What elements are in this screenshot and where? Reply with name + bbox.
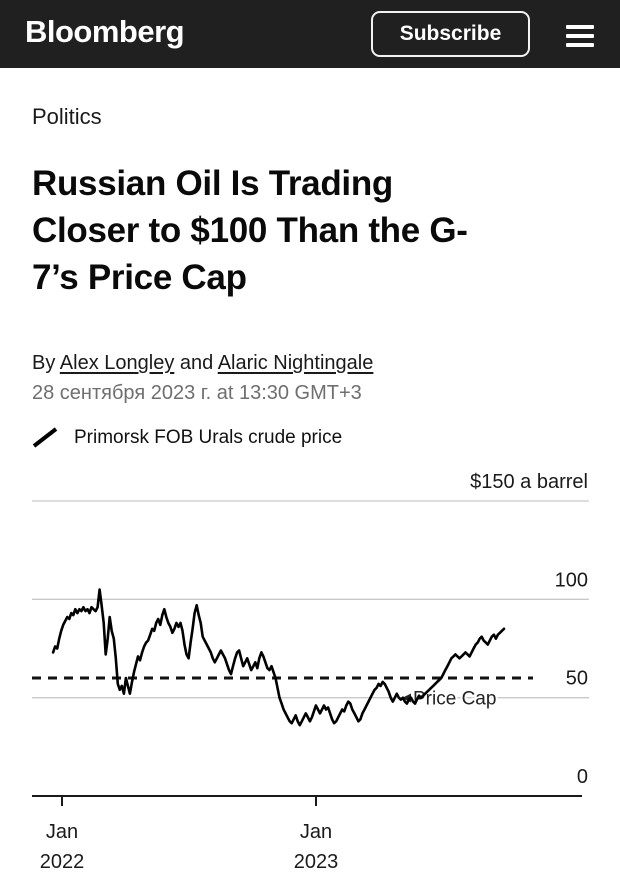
author-link-1[interactable]: Alex Longley xyxy=(59,352,175,374)
price-line-series xyxy=(51,588,506,727)
legend-label: Primorsk FOB Urals crude price xyxy=(74,427,343,448)
headline-line-3: 7’s Price Cap xyxy=(32,258,247,297)
dateline: 28 сентября 2023 г. at 13:30 GMT+3 xyxy=(32,382,362,404)
section-link-politics[interactable]: Politics xyxy=(32,104,102,129)
app-header: Bloomberg Subscribe xyxy=(0,0,620,68)
hamburger-menu-icon[interactable] xyxy=(566,25,594,47)
byline-prefix: By xyxy=(32,352,60,374)
subscribe-button[interactable]: Subscribe xyxy=(371,11,530,57)
chart-legend: Primorsk FOB Urals crude price xyxy=(32,427,342,449)
price-chart: $150 a barrel 100 50 0 Price Cap Jan 2022 Jan 20… xyxy=(0,452,620,881)
headline-line-2: Closer to $100 Than the G- xyxy=(32,211,468,250)
byline: By Alex Longley and Alaric Nightingale xyxy=(32,352,373,375)
price-chart-svg: $150 a barrel 100 50 0 Price Cap Jan 2022 Jan 20… xyxy=(32,471,589,873)
headline: Russian Oil Is Trading Closer to $100 Tha… xyxy=(32,160,598,301)
x-tick-year-2023: 2023 xyxy=(294,851,339,873)
bloomberg-logo[interactable]: Bloomberg xyxy=(25,14,185,49)
headline-line-1: Russian Oil Is Trading xyxy=(32,164,393,203)
x-tick-month-2022: Jan xyxy=(46,821,78,843)
x-tick-month-2023: Jan xyxy=(300,821,332,843)
y-tick-label-100: 100 xyxy=(555,569,588,591)
y-tick-label-0: 0 xyxy=(577,766,588,788)
byline-join: and xyxy=(174,352,218,374)
line-slash-icon xyxy=(32,427,58,448)
y-tick-label-50: 50 xyxy=(566,668,588,690)
unit-label: $150 a barrel xyxy=(470,471,588,493)
author-link-2[interactable]: Alaric Nightingale xyxy=(217,352,374,374)
price-cap-label: Price Cap xyxy=(413,689,496,710)
x-tick-year-2022: 2022 xyxy=(40,851,85,873)
